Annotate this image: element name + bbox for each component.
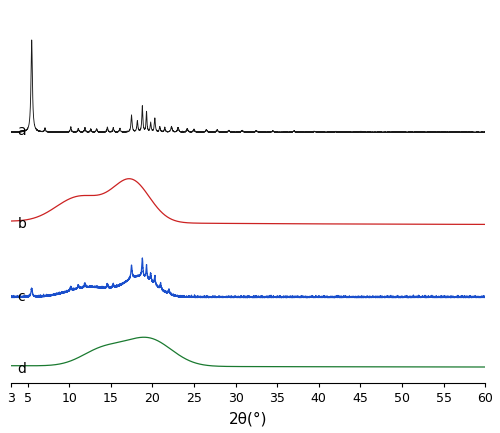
Text: a: a: [18, 124, 26, 138]
X-axis label: 2θ(°): 2θ(°): [229, 411, 267, 426]
Text: b: b: [18, 217, 26, 231]
Text: d: d: [18, 362, 26, 376]
Text: c: c: [18, 290, 25, 304]
